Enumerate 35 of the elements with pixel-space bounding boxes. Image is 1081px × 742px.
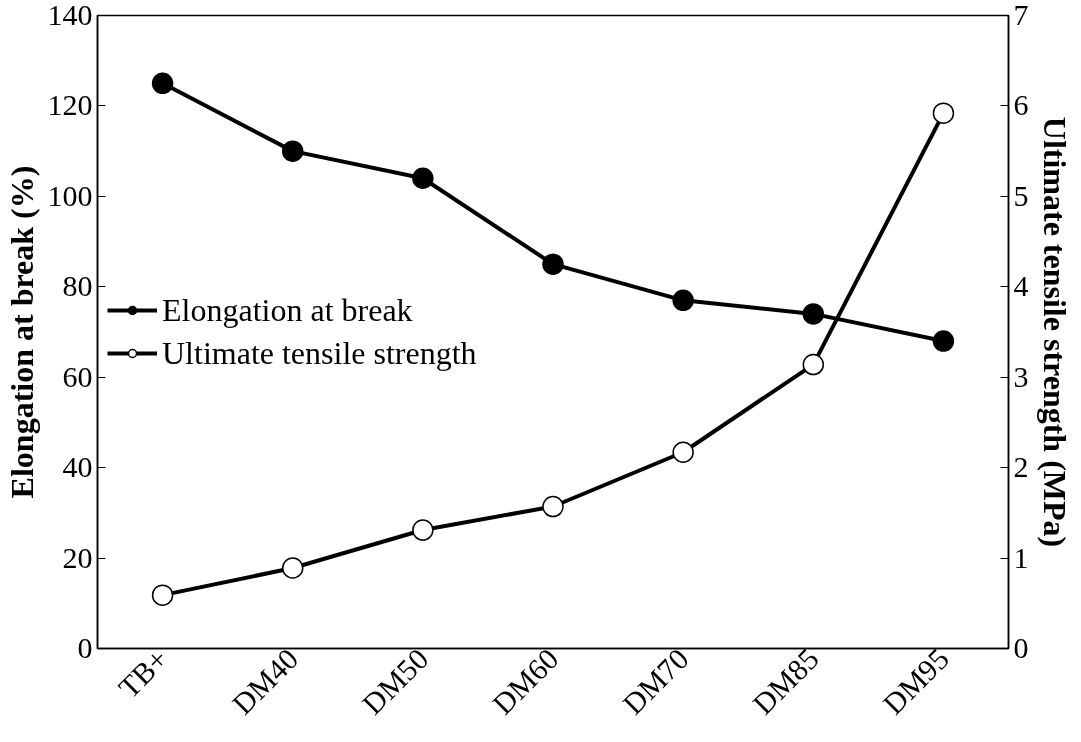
- y-tick-label: 140: [47, 0, 93, 31]
- y-tick-label: 0: [77, 631, 93, 664]
- y-axis-title: Elongation at break (%): [3, 165, 40, 499]
- legend-label: Ultimate tensile strength: [162, 334, 477, 372]
- point: [542, 253, 564, 275]
- y2-tick-label: 7: [1013, 0, 1029, 31]
- legend-label: Elongation at break: [162, 291, 413, 329]
- point: [932, 330, 955, 352]
- point: [281, 140, 304, 162]
- y2-tick-label: 4: [1013, 269, 1029, 303]
- y2-tick-label: 0: [1013, 631, 1029, 664]
- y-tick-label: 100: [47, 178, 93, 212]
- y2-tick-label: 6: [1013, 88, 1029, 122]
- point: [932, 102, 955, 124]
- y2-tick-label: 5: [1013, 178, 1029, 212]
- y2-tick-label: 1: [1013, 540, 1029, 574]
- point: [542, 495, 564, 518]
- y2-tick-label: 2: [1013, 450, 1029, 484]
- point: [281, 557, 304, 579]
- point: [412, 167, 434, 189]
- y-tick-label: 120: [47, 88, 93, 122]
- y2-axis-title: Ultimate tensile strength (MPa): [1036, 116, 1073, 548]
- y-tick-label: 80: [62, 269, 93, 303]
- point: [151, 72, 174, 95]
- x-tick-label: TB+: [111, 641, 175, 705]
- y-tick-label: 60: [62, 359, 93, 393]
- point: [672, 289, 694, 312]
- y-tick-label: 20: [62, 540, 93, 574]
- point: [802, 303, 825, 325]
- point: [151, 584, 174, 606]
- y-tick-label: 40: [62, 450, 93, 484]
- y2-tick-label: 3: [1013, 359, 1029, 393]
- point: [802, 353, 825, 376]
- point: [672, 441, 694, 463]
- point: [412, 519, 434, 541]
